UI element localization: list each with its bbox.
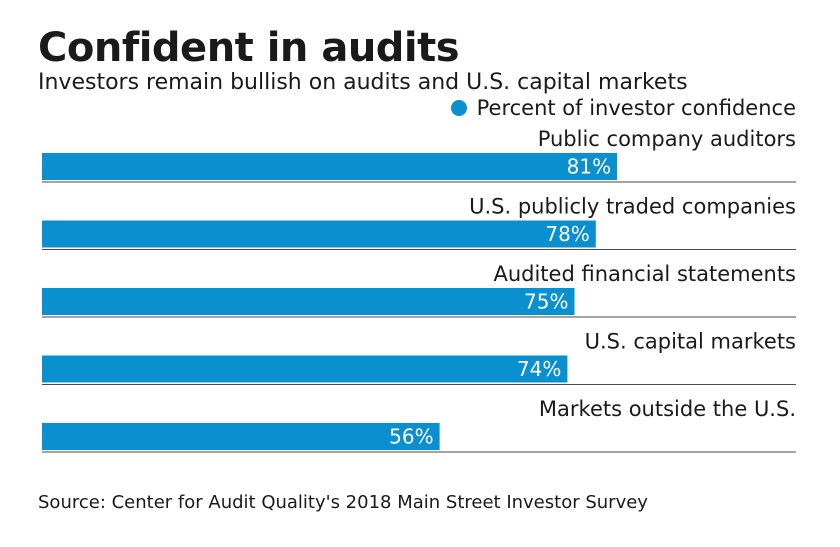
bar-value-label: 81% <box>567 155 611 179</box>
bar-value-label: 75% <box>524 290 568 314</box>
legend-swatch <box>450 100 467 116</box>
bar-value-label: 78% <box>545 222 589 246</box>
chart-title: Confident in audits <box>38 25 460 71</box>
bar <box>42 220 596 248</box>
source-note: Source: Center for Audit Quality's 2018 … <box>38 492 648 513</box>
legend-label: Percent of investor confidence <box>476 96 796 120</box>
category-label: Audited financial statements <box>493 262 796 286</box>
chart-subtitle: Investors remain bullish on audits and U… <box>38 70 688 95</box>
category-label: U.S. publicly traded companies <box>469 195 796 219</box>
bar <box>42 288 575 315</box>
bar-value-label: 74% <box>517 357 561 381</box>
bar <box>42 153 618 180</box>
legend: Percent of investor confidence <box>450 95 796 121</box>
category-label: Markets outside the U.S. <box>539 397 796 421</box>
bar <box>42 423 440 450</box>
category-label: Public company auditors <box>538 127 796 151</box>
category-label: U.S. capital markets <box>585 330 796 354</box>
bar-value-label: 56% <box>389 425 433 449</box>
bar <box>42 355 568 383</box>
